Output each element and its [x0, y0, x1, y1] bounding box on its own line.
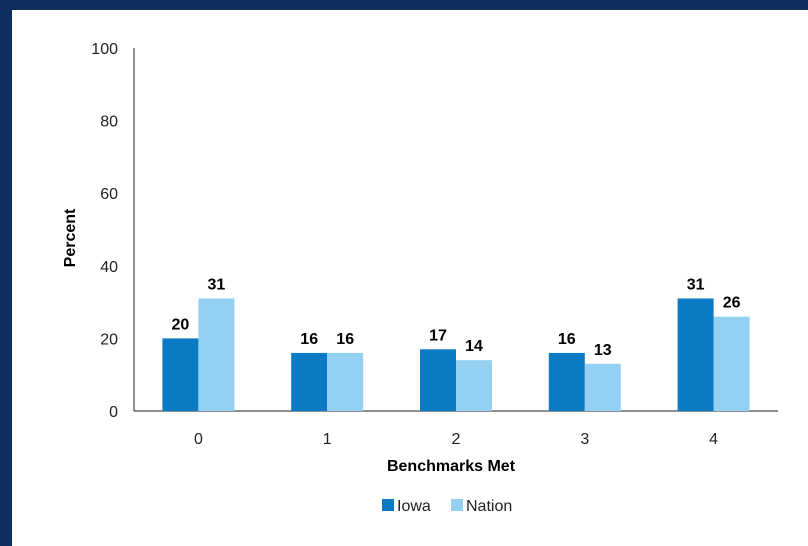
x-tick-label: 2	[452, 431, 461, 448]
y-tick-label: 40	[100, 259, 118, 276]
bar-nation-4	[713, 316, 750, 411]
data-label-nation-0: 31	[208, 276, 226, 293]
x-axis: 0 1 2 3 4	[134, 410, 778, 448]
legend-swatch-iowa	[382, 499, 394, 511]
data-label-nation-4: 26	[723, 295, 741, 312]
bar-nation-3	[584, 363, 621, 411]
bar-iowa-4	[677, 298, 714, 411]
bar-iowa-2	[420, 349, 456, 411]
bar-iowa-3	[548, 352, 585, 411]
y-tick-label: 80	[100, 114, 118, 131]
data-label-iowa-3: 16	[558, 331, 576, 348]
bar-iowa-1	[291, 352, 328, 411]
y-axis: 0 20 40 60 80 100	[91, 41, 135, 421]
bar-nation-1	[327, 352, 364, 411]
y-tick-label: 20	[100, 331, 118, 348]
data-label-iowa-4: 31	[687, 276, 705, 293]
y-tick-label: 0	[109, 404, 118, 421]
data-label-nation-3: 13	[594, 342, 612, 359]
y-tick-label: 100	[91, 41, 118, 58]
legend: Iowa Nation	[382, 498, 512, 515]
data-label-iowa-0: 20	[172, 316, 190, 333]
data-label-iowa-2: 17	[429, 327, 447, 344]
x-axis-title: Benchmarks Met	[387, 458, 516, 475]
x-tick-label: 0	[194, 431, 203, 448]
bar-iowa-0	[162, 338, 199, 411]
x-tick-label: 4	[709, 431, 718, 448]
data-label-nation-2: 14	[465, 338, 483, 355]
y-axis-title: Percent	[62, 208, 79, 267]
data-label-nation-1: 16	[336, 331, 354, 348]
bar-nation-2	[456, 360, 492, 411]
legend-label-iowa: Iowa	[397, 498, 431, 515]
bar-nation-0	[198, 298, 235, 411]
legend-swatch-nation	[451, 499, 463, 511]
x-tick-label: 3	[580, 431, 589, 448]
bars	[162, 298, 750, 411]
data-label-iowa-1: 16	[300, 331, 318, 348]
y-tick-label: 60	[100, 186, 118, 203]
legend-label-nation: Nation	[466, 498, 512, 515]
x-tick-label: 1	[323, 431, 332, 448]
data-labels: 20 31 16 16 17 14 16 13 31 26	[172, 276, 741, 358]
